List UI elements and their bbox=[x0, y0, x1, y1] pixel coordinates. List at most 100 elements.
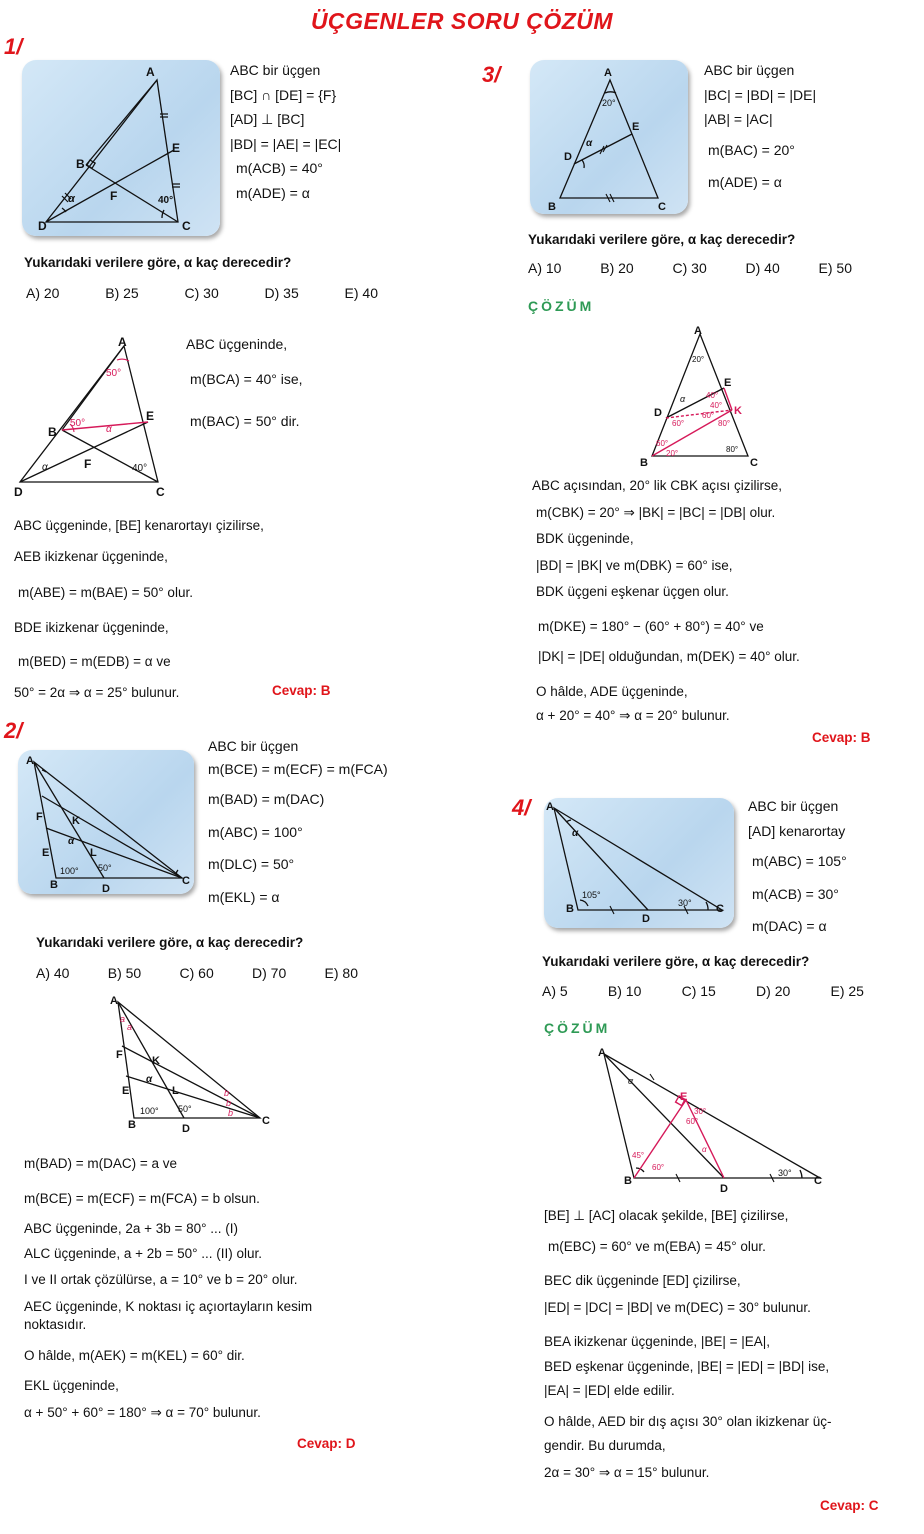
q1-fig-label-F: F bbox=[110, 189, 117, 203]
q1s-label-B: B bbox=[48, 425, 57, 439]
q3s-label-K: K bbox=[734, 405, 742, 417]
q2s-b-1: b bbox=[224, 1088, 229, 1098]
q3-option-c: C) 30 bbox=[672, 260, 707, 276]
q4-fig-label-C: C bbox=[716, 903, 724, 915]
q4s-label-A: A bbox=[598, 1047, 606, 1059]
q4-option-c: C) 15 bbox=[681, 983, 716, 999]
q3-option-e: E) 50 bbox=[818, 260, 852, 276]
q3-answer: Cevap: B bbox=[812, 730, 871, 745]
q2-number: 2/ bbox=[4, 718, 23, 743]
q2s-label-E: E bbox=[122, 1085, 129, 1097]
q3-cozum-heading: ÇÖZÜM bbox=[528, 298, 595, 314]
q4-option-e: E) 25 bbox=[830, 983, 864, 999]
q4-fig-label-A: A bbox=[546, 801, 554, 813]
q4s-label-C: C bbox=[814, 1175, 822, 1187]
q4s-label-E: E bbox=[680, 1091, 687, 1103]
q3-fig-label-C: C bbox=[658, 201, 666, 213]
q1-givens: ABC bir üçgen [BC] ∩ [DE] = {F} [AD] ⊥ [BC… bbox=[230, 62, 342, 201]
q2-question: Yukarıdaki verilere göre, α kaç derecedi… bbox=[36, 935, 304, 950]
q2-solution: m(BAD) = m(DAC) = a ve m(BCE) = m(ECF) =… bbox=[24, 1156, 313, 1420]
q2s-label-L: L bbox=[172, 1085, 179, 1097]
q3s-label-B: B bbox=[640, 457, 648, 468]
q4-fig-label-B: B bbox=[566, 903, 574, 915]
q3-option-d: D) 40 bbox=[745, 260, 780, 276]
q3-options: A) 10 B) 20 C) 30 D) 40 E) 50 bbox=[528, 260, 852, 276]
q4-option-d: D) 20 bbox=[756, 983, 791, 999]
q2-fig-label-F: F bbox=[36, 811, 43, 823]
q2-figure: A B C D E F K L α 100° 50° bbox=[18, 750, 194, 894]
q4-question: Yukarıdaki verilere göre, α kaç derecedi… bbox=[542, 954, 810, 969]
q1-fig-label-E: E bbox=[172, 141, 180, 155]
q3-option-b: B) 20 bbox=[600, 260, 634, 276]
q1s-label-E: E bbox=[146, 409, 154, 423]
q1-solution-side: ABC üçgeninde, m(BCA) = 40° ise, m(BAC) … bbox=[186, 336, 303, 429]
q2s-b-3: b bbox=[228, 1108, 233, 1118]
q1-fig-label-C: C bbox=[182, 219, 191, 233]
q3-solution-figure: A B C D E K 20° α 40° 40° 60° 60° 80° 60… bbox=[636, 322, 772, 468]
q3s-label-E: E bbox=[724, 377, 731, 389]
q3-fig-alpha: α bbox=[586, 138, 593, 149]
q1-fig-label-A: A bbox=[146, 65, 155, 79]
q4-fig-30: 30° bbox=[678, 898, 692, 908]
q4s-45: 45° bbox=[632, 1151, 644, 1160]
q2-fig-label-D: D bbox=[102, 883, 110, 894]
q4s-60-b: 60° bbox=[652, 1163, 664, 1172]
q3s-label-C: C bbox=[750, 457, 758, 468]
q2-option-c: C) 60 bbox=[179, 965, 214, 981]
q2s-100: 100° bbox=[140, 1106, 159, 1116]
q2s-label-B: B bbox=[128, 1119, 136, 1131]
q4-cozum-heading: ÇÖZÜM bbox=[544, 1020, 611, 1036]
q3s-60-b: 60° bbox=[656, 439, 668, 448]
q3-givens: ABC bir üçgen |BC| = |BD| = |DE| |AB| = … bbox=[704, 62, 817, 190]
page-title: ÜÇGENLER SORU ÇÖZÜM bbox=[310, 8, 614, 34]
q1-option-e: E) 40 bbox=[344, 285, 378, 301]
q2-solution-figure: A B C D E F K L α 100° 50° a a b b b bbox=[104, 992, 280, 1134]
q4-fig-105: 105° bbox=[582, 890, 601, 900]
q2s-a-2: a bbox=[127, 1022, 132, 1032]
q3-fig-label-A: A bbox=[604, 67, 612, 79]
q4-solution: [BE] ⊥ [AC] olacak şekilde, [BE] çizilir… bbox=[544, 1208, 832, 1480]
q1s-label-D: D bbox=[14, 485, 23, 499]
q1-solution-figure: A B C D E F 50° 50° α α 40° bbox=[10, 334, 182, 502]
q2s-a-1: a bbox=[120, 1014, 125, 1024]
q3s-20-top: 20° bbox=[692, 355, 704, 364]
q3s-alpha: α bbox=[680, 394, 686, 404]
q3s-60-k: 60° bbox=[702, 411, 714, 420]
q1-option-c: C) 30 bbox=[184, 285, 219, 301]
q1-fig-40: 40° bbox=[158, 195, 173, 206]
q3-question: Yukarıdaki verilere göre, α kaç derecedi… bbox=[528, 232, 796, 247]
q4-option-b: B) 10 bbox=[607, 983, 642, 999]
q2-option-b: B) 50 bbox=[107, 965, 142, 981]
q3s-40-b: 40° bbox=[710, 401, 722, 410]
q1-option-a: A) 20 bbox=[26, 285, 60, 301]
q2-givens: ABC bir üçgen m(BCE) = m(ECF) = m(FCA) m… bbox=[208, 738, 388, 905]
q2-fig-label-E: E bbox=[42, 847, 49, 859]
q2-fig-label-L: L bbox=[90, 847, 97, 859]
q2s-label-K: K bbox=[152, 1055, 160, 1067]
q3s-20-b: 20° bbox=[666, 449, 678, 458]
q2s-alpha: α bbox=[146, 1074, 153, 1085]
q3s-label-D: D bbox=[654, 407, 662, 419]
q2s-b-2: b bbox=[226, 1098, 231, 1108]
q4-solution-figure: A B C D E α α 45° 60° 60° 30° 30° bbox=[594, 1044, 830, 1196]
q4-givens: ABC bir üçgen [AD] kenarortay m(ABC) = 1… bbox=[748, 798, 847, 934]
q3-number: 3/ bbox=[482, 62, 501, 87]
q2-fig-label-A: A bbox=[26, 755, 34, 767]
q3-solution: ABC açısından, 20° lik CBK açısı çizilir… bbox=[532, 478, 800, 723]
q4s-60-e: 60° bbox=[686, 1117, 698, 1126]
q3-fig-label-B: B bbox=[548, 201, 556, 213]
q4-option-a: A) 5 bbox=[542, 983, 568, 999]
q4-options: A) 5 B) 10 C) 15 D) 20 E) 25 bbox=[542, 983, 864, 999]
q1s-label-F: F bbox=[84, 457, 91, 471]
q1-option-d: D) 35 bbox=[264, 285, 299, 301]
q2s-label-F: F bbox=[116, 1049, 123, 1061]
q3s-label-A: A bbox=[694, 325, 702, 337]
q1s-alpha-d: α bbox=[42, 462, 48, 473]
q1-fig-label-D: D bbox=[38, 219, 47, 233]
q4-fig-label-D: D bbox=[642, 913, 650, 925]
q2-option-e: E) 80 bbox=[324, 965, 358, 981]
q2s-50: 50° bbox=[178, 1104, 192, 1114]
q1-option-b: B) 25 bbox=[105, 285, 139, 301]
q2-fig-50: 50° bbox=[98, 863, 112, 873]
q1-number: 1/ bbox=[4, 34, 23, 59]
